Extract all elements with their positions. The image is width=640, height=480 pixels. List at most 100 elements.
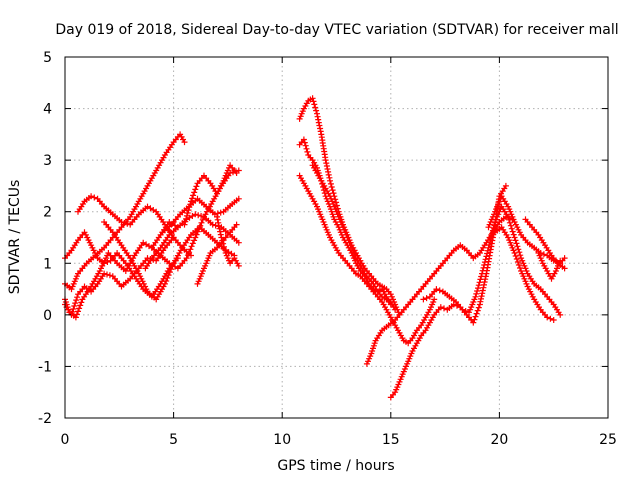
data-point-marker	[511, 234, 518, 241]
data-point-marker	[189, 195, 196, 202]
series-track-10	[181, 162, 240, 228]
data-point-marker	[477, 276, 484, 283]
data-point-marker	[509, 228, 516, 235]
data-point-marker	[502, 182, 509, 189]
data-point-marker	[517, 252, 524, 259]
data-point-marker	[482, 256, 489, 263]
series-line	[299, 175, 435, 344]
data-point-marker	[168, 266, 175, 273]
data-point-marker	[189, 240, 196, 247]
data-point-marker	[192, 234, 199, 241]
data-point-marker	[561, 265, 568, 272]
data-point-marker	[187, 201, 194, 208]
data-point-marker	[310, 98, 317, 105]
data-point-marker	[297, 113, 304, 120]
series-track-13	[296, 95, 403, 318]
data-point-marker	[197, 222, 204, 229]
data-point-marker	[217, 228, 224, 235]
data-point-marker	[437, 304, 444, 311]
data-point-marker	[507, 222, 514, 229]
data-point-marker	[88, 193, 95, 200]
x-tick-label: 20	[490, 432, 508, 448]
data-point-marker	[193, 183, 200, 190]
data-point-marker	[304, 148, 311, 155]
data-point-marker	[78, 299, 85, 306]
data-point-marker	[511, 250, 518, 256]
data-point-marker	[163, 278, 170, 284]
data-point-marker	[329, 187, 336, 194]
data-point-marker	[181, 221, 188, 228]
y-axis-label: SDTVAR / TECUs	[7, 180, 23, 295]
data-point-marker	[300, 136, 307, 143]
y-tick-label: 2	[43, 205, 52, 221]
data-point-marker	[508, 225, 515, 232]
data-point-marker	[327, 177, 333, 184]
data-point-marker	[420, 296, 427, 303]
data-point-marker	[557, 257, 564, 264]
data-point-marker	[479, 267, 486, 274]
data-point-marker	[198, 213, 205, 219]
data-point-marker	[474, 288, 481, 294]
data-point-marker	[514, 259, 521, 265]
data-point-marker	[515, 246, 522, 253]
data-point-marker	[327, 180, 334, 187]
data-point-marker	[186, 204, 193, 211]
data-point-marker	[486, 241, 493, 248]
data-point-marker	[328, 184, 335, 190]
data-point-marker	[193, 231, 200, 238]
data-point-marker	[473, 290, 480, 297]
data-point-marker	[221, 246, 228, 253]
data-point-marker	[478, 273, 485, 280]
data-point-marker	[77, 302, 84, 309]
data-point-marker	[221, 243, 227, 250]
data-point-marker	[192, 186, 199, 193]
data-point-marker	[302, 142, 309, 149]
y-tick-label: 5	[43, 50, 52, 66]
data-point-marker	[490, 224, 497, 231]
data-point-marker	[209, 221, 216, 228]
data-point-marker	[303, 145, 310, 152]
data-point-marker	[187, 246, 194, 253]
data-point-marker	[235, 195, 242, 202]
data-point-marker	[183, 215, 190, 222]
data-point-marker	[181, 139, 188, 146]
data-point-marker	[72, 314, 79, 321]
data-point-marker	[235, 239, 242, 246]
data-point-marker	[194, 228, 201, 235]
data-point-marker	[392, 306, 399, 313]
series-line	[299, 138, 392, 305]
plot-frame	[64, 56, 609, 419]
data-point-marker	[188, 243, 195, 250]
series-track-15	[296, 172, 438, 347]
data-point-marker	[219, 237, 226, 244]
data-point-marker	[190, 192, 197, 199]
data-point-marker	[217, 209, 224, 216]
data-point-marker	[484, 250, 491, 257]
data-point-marker	[481, 262, 488, 268]
data-point-marker	[76, 305, 83, 312]
data-point-marker	[483, 253, 490, 260]
data-point-marker	[220, 240, 227, 247]
y-tick-label: 0	[43, 308, 52, 324]
data-point-marker	[557, 311, 564, 318]
data-point-marker	[118, 219, 125, 225]
data-point-marker	[431, 296, 438, 303]
data-point-marker	[459, 306, 466, 313]
data-point-marker	[186, 249, 193, 256]
data-point-marker	[312, 104, 319, 111]
data-point-marker	[192, 211, 199, 218]
grid-layer	[65, 57, 608, 418]
data-point-marker	[510, 231, 517, 238]
data-point-marker	[69, 308, 76, 315]
data-point-marker	[75, 308, 81, 315]
data-point-marker	[191, 237, 198, 244]
data-point-marker	[476, 279, 483, 286]
data-point-marker	[309, 95, 316, 102]
data-point-marker	[423, 295, 430, 302]
data-point-marker	[313, 107, 320, 114]
data-point-marker	[322, 157, 329, 164]
x-axis-label: GPS time / hours	[277, 458, 394, 474]
data-point-marker	[544, 314, 551, 321]
data-point-marker	[516, 249, 523, 256]
data-point-marker	[73, 297, 80, 304]
